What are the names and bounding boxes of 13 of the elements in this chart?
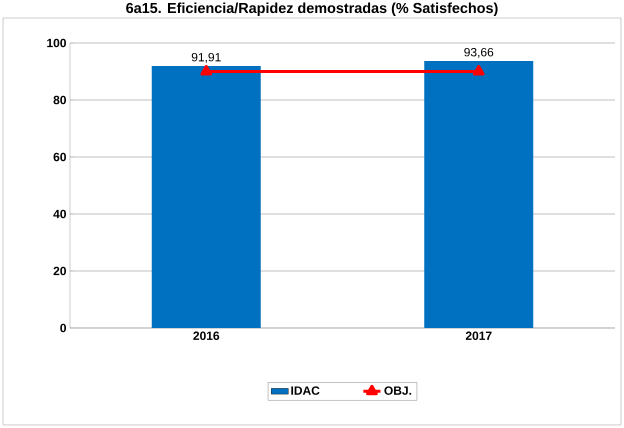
data-label: 91,91 (192, 52, 221, 63)
x-tick-label: 2017 (466, 332, 492, 340)
data-label: 93,66 (464, 48, 494, 58)
legend-label: IDAC (291, 386, 320, 395)
y-tick-label: 100 (47, 38, 66, 48)
y-tick-label: 20 (54, 266, 66, 276)
y-tick-label: 80 (54, 96, 66, 104)
y-tick-label: 60 (54, 152, 66, 162)
y-tick-label: 40 (53, 210, 66, 218)
chart-title: 6a15. Eficiencia/Rapidez demostradas (% Satisfechos) (126, 2, 498, 16)
legend-label: OBJ. (384, 386, 412, 395)
x-tick-label: 2016 (193, 332, 220, 340)
y-tick-label: 0 (60, 324, 66, 332)
